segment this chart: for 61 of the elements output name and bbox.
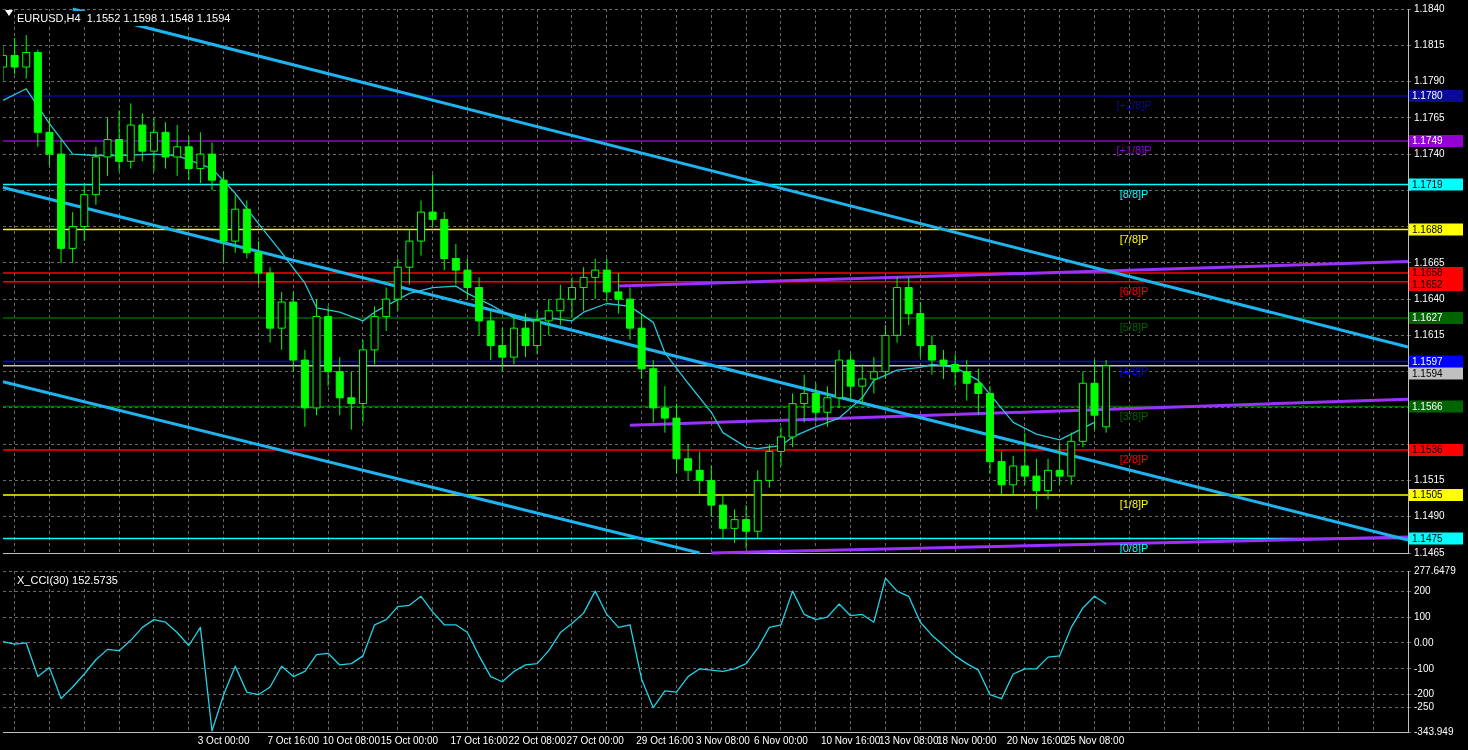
y-tick-label: 1.1765 — [1414, 111, 1446, 123]
y-tick-label: 277.6479 — [1414, 564, 1457, 576]
y-tick-label: 1.1815 — [1414, 39, 1446, 51]
y-tick-label: 1.1490 — [1414, 510, 1446, 522]
candlestick — [776, 426, 785, 467]
x-tick-label: 25 Nov 08:00 — [1064, 734, 1125, 746]
y-tick-label: 100 — [1414, 610, 1432, 622]
ref-line-label: 1.1658 — [1412, 267, 1444, 279]
y-tick-label: 1.1665 — [1414, 256, 1446, 268]
y-tick-label: -100 — [1414, 662, 1435, 674]
y-tick-label: -200 — [1414, 688, 1435, 700]
x-tick-label: 22 Oct 08:00 — [508, 734, 567, 746]
ref-line-label: 1.1566 — [1412, 400, 1444, 412]
ref-line-label: 1.1536 — [1412, 444, 1444, 456]
annotation: [+1/8]P — [1116, 144, 1152, 157]
x-tick-label: 6 Nov 00:00 — [754, 734, 809, 746]
annotation: [8/8]P — [1119, 187, 1149, 200]
annotation: [3/8]P — [1119, 409, 1149, 422]
annotation: [0/8]P — [1119, 541, 1149, 554]
y-tick-label: 1.1740 — [1414, 147, 1446, 159]
y-tick-label: 1.1615 — [1414, 329, 1446, 341]
y-tick-label: 1.1515 — [1414, 474, 1446, 486]
annotation: [5/8]P — [1119, 321, 1149, 334]
y-tick-label: -343.949 — [1414, 725, 1454, 737]
x-tick-label: 10 Oct 08:00 — [322, 734, 381, 746]
x-tick-label: 3 Nov 08:00 — [695, 734, 751, 746]
x-tick-label: 3 Oct 00:00 — [197, 734, 250, 746]
annotation: [7/8]P — [1119, 232, 1149, 245]
x-tick-label: 13 Nov 08:00 — [878, 734, 939, 746]
y-tick-label: 0.00 — [1414, 636, 1434, 648]
chart-title: X_CCI(30) 152.5735 — [17, 573, 118, 586]
x-tick-label: 7 Oct 16:00 — [267, 734, 320, 746]
x-tick-label: 15 Oct 00:00 — [380, 734, 439, 746]
annotation: [2/8]P — [1119, 453, 1149, 466]
x-tick-label: 10 Nov 16:00 — [820, 734, 881, 746]
x-tick-label: 17 Oct 16:00 — [450, 734, 509, 746]
ref-line-label: 1.1719 — [1412, 178, 1444, 190]
ref-line-label: 1.1475 — [1412, 532, 1444, 544]
ref-line-label: 1.1627 — [1412, 312, 1444, 324]
x-tick-label: 18 Nov 00:00 — [937, 734, 997, 746]
x-tick-label: 20 Nov 16:00 — [1006, 734, 1067, 746]
annotation: [1/8]P — [1119, 498, 1149, 510]
ref-line-label: 1.1597 — [1412, 355, 1444, 367]
y-tick-label: 1.1840 — [1414, 2, 1446, 14]
ref-line-label: 1.1652 — [1412, 279, 1444, 291]
ref-line-label: 1.1688 — [1412, 223, 1444, 235]
y-tick-label: 1.1790 — [1414, 75, 1446, 87]
ref-line-label: 1.1505 — [1412, 489, 1444, 501]
y-tick-label: 200 — [1414, 584, 1432, 596]
y-tick-label: 1.1465 — [1414, 546, 1446, 558]
annotation: [4/8]P — [1119, 364, 1149, 377]
x-tick-label: 27 Oct 00:00 — [566, 734, 625, 746]
y-tick-label: 1.1640 — [1414, 292, 1446, 304]
ref-line-label: 1.1594 — [1412, 367, 1444, 379]
y-tick-label: -250 — [1414, 701, 1435, 713]
annotation: [6/8]P — [1119, 284, 1149, 297]
chart-title: EURUSD,H4 1.1552 1.1598 1.1548 1.1594 — [17, 11, 231, 24]
ref-line-label: 1.1780 — [1412, 90, 1444, 102]
x-tick-label: 29 Oct 16:00 — [636, 734, 694, 746]
ref-line-label: 1.1749 — [1412, 135, 1444, 147]
annotation: [+2/8]P — [1116, 99, 1152, 112]
